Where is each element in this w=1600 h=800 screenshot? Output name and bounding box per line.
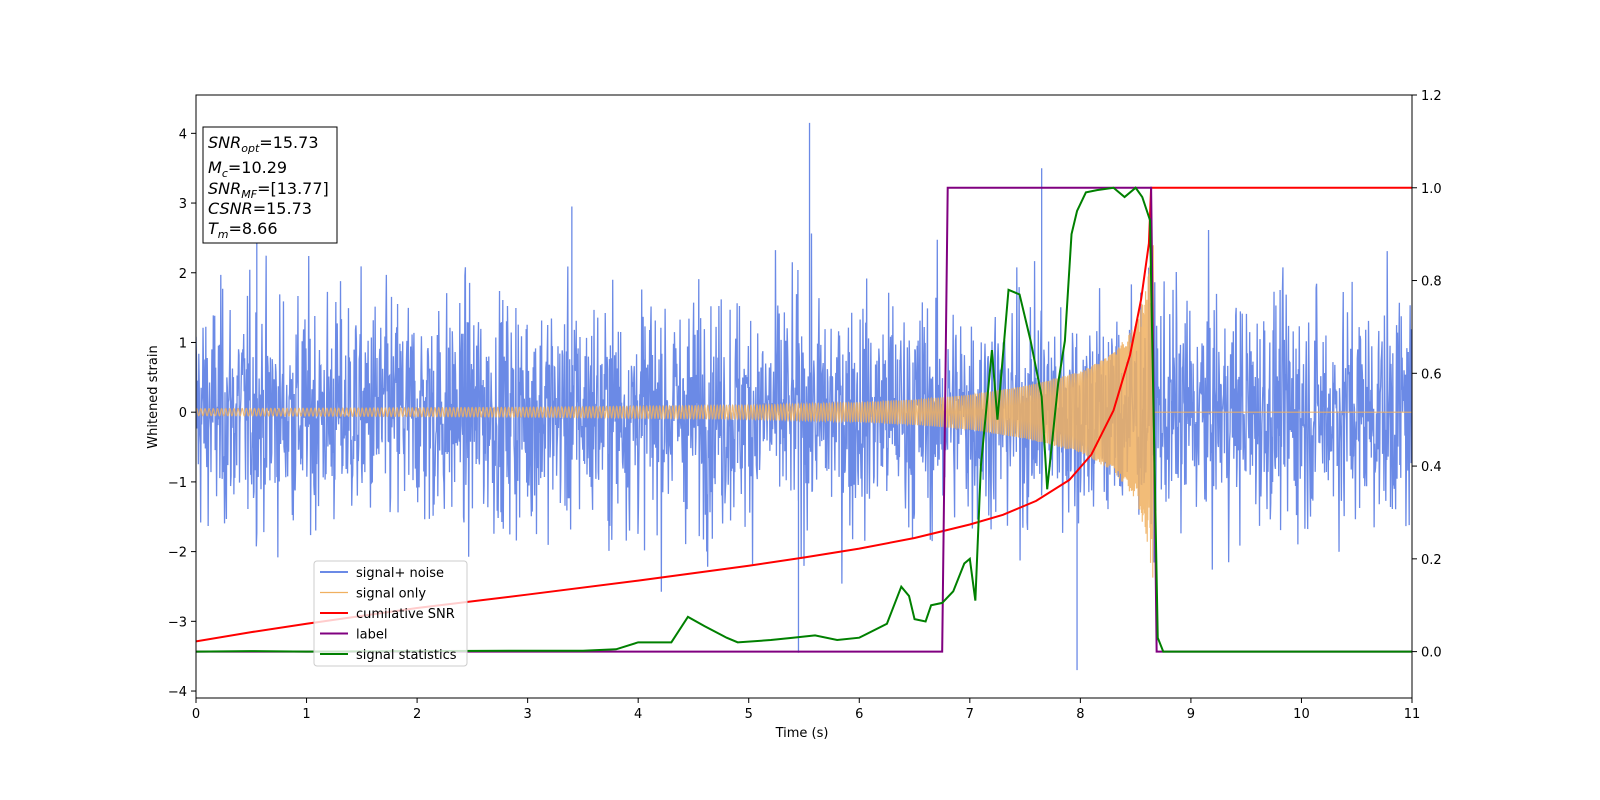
y2-tick-label: 1.0 <box>1421 182 1442 197</box>
plot-frame <box>195 94 1413 699</box>
y2-tick-label: 0.2 <box>1421 553 1442 568</box>
y2-tick-label: 0.0 <box>1421 646 1442 661</box>
y-tick-label: 2 <box>179 267 187 282</box>
y-tick-label: 3 <box>179 197 187 212</box>
snr-annotation-box: SNRopt=15.73 Mc=10.29SNRMF=[13.77]CSNR=15… <box>202 126 338 244</box>
x-tick-label: 9 <box>1187 707 1195 722</box>
annotation-line: SNRMF=[13.77] <box>208 179 329 201</box>
x-tick-label: 10 <box>1293 707 1310 722</box>
legend-label: cumilative SNR <box>356 607 455 622</box>
signal-only-line <box>196 245 1412 578</box>
x-axis-label: Time (s) <box>775 726 829 741</box>
legend-label: signal only <box>356 587 426 602</box>
legend-entry: label <box>320 628 387 643</box>
legend-entry: signal only <box>320 587 426 602</box>
x-tick-label: 5 <box>745 707 753 722</box>
annotation-line: CSNR=15.73 <box>208 199 312 218</box>
signal-statistics-line <box>196 186 1412 653</box>
signal-only-series <box>196 245 1412 578</box>
legend: signal+ noise signal only cumilative SNR la… <box>313 560 468 667</box>
y-tick-label: −2 <box>168 546 187 561</box>
signal-noise-line <box>196 122 1412 671</box>
x-tick-label: 8 <box>1076 707 1084 722</box>
legend-label: signal statistics <box>356 648 457 663</box>
y2-axis-ticks: 0.0 0.2 0.4 0.6 0.8 1.0 1.2 <box>1412 89 1442 661</box>
x-tick-label: 2 <box>413 707 421 722</box>
y2-tick-label: 0.4 <box>1421 460 1442 475</box>
legend-label: signal+ noise <box>356 566 444 581</box>
legend-frame <box>313 560 468 667</box>
annotation-line: Mc=10.29 <box>208 158 287 180</box>
y-tick-label: 1 <box>179 336 187 351</box>
x-tick-label: 4 <box>634 707 642 722</box>
y-axis-ticks: 4 3 2 1 0 −1 −2 −3 −4 <box>168 127 196 700</box>
signal-noise-series <box>196 122 1412 671</box>
legend-entry: signal statistics <box>320 648 457 663</box>
y-tick-label: 0 <box>179 406 187 421</box>
annotation-line: Tm=8.66 <box>208 219 278 241</box>
x-tick-label: 1 <box>302 707 310 722</box>
legend-entry: cumilative SNR <box>320 607 455 622</box>
y2-tick-label: 0.6 <box>1421 367 1442 382</box>
x-tick-label: 11 <box>1404 707 1421 722</box>
y2-tick-label: 1.2 <box>1421 89 1442 104</box>
x-tick-label: 7 <box>966 707 974 722</box>
y-tick-label: 4 <box>179 127 187 142</box>
y-axis-label: Whitened strain <box>146 345 161 448</box>
annotation-line: SNRopt=15.73 <box>208 133 319 155</box>
legend-label: label <box>356 628 387 643</box>
y-tick-label: −4 <box>168 685 187 700</box>
x-tick-label: 0 <box>192 707 200 722</box>
y-tick-label: −1 <box>168 476 187 491</box>
x-tick-label: 6 <box>855 707 863 722</box>
x-axis-ticks: 0 1 2 3 4 5 6 7 8 9 10 11 <box>192 698 1420 722</box>
annotation-frame <box>202 126 338 244</box>
y2-tick-label: 0.8 <box>1421 275 1442 290</box>
legend-entry: signal+ noise <box>320 566 444 581</box>
y-tick-label: −3 <box>168 615 187 630</box>
x-tick-label: 3 <box>523 707 531 722</box>
